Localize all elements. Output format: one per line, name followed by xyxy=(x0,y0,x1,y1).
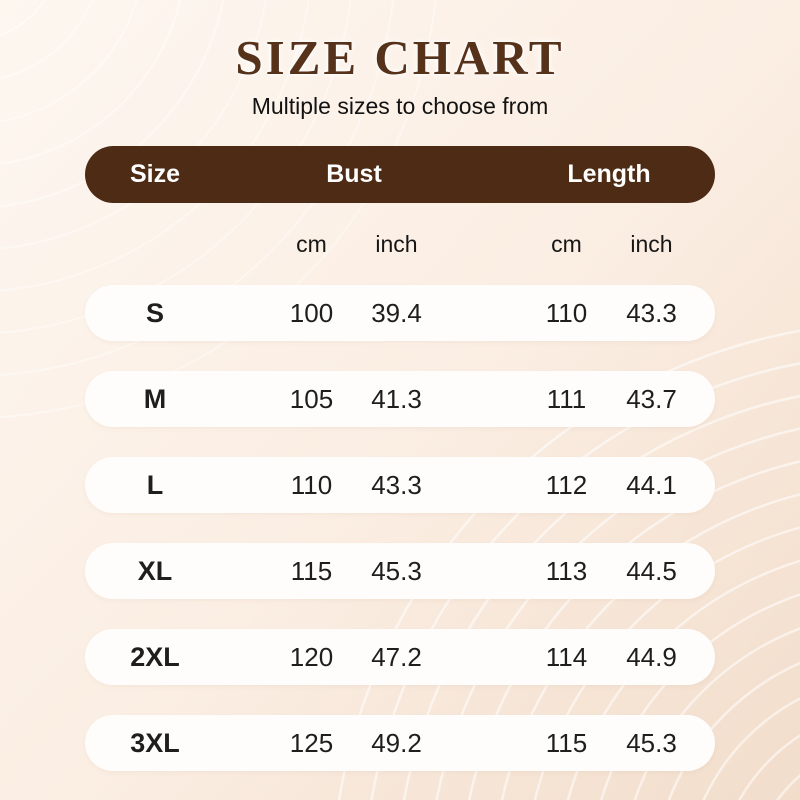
unit-header-row: cm inch cm inch xyxy=(85,203,715,285)
size-cell: L xyxy=(146,469,164,500)
size-cell: M xyxy=(143,383,167,414)
length-inch-cell: 45.3 xyxy=(626,727,677,758)
column-header-length: Length xyxy=(567,160,651,188)
table-row-l: L 110 43.3 112 44.1 xyxy=(85,457,715,513)
size-cell: 2XL xyxy=(130,641,180,672)
bust-cm-cell: 105 xyxy=(289,383,334,414)
bust-inch-cell: 45.3 xyxy=(371,555,422,586)
length-cm-cell: 115 xyxy=(545,727,588,758)
size-chart-page: SIZE CHART Multiple sizes to choose from… xyxy=(85,30,715,771)
bust-inch-cell: 47.2 xyxy=(371,641,422,672)
size-cell: S xyxy=(145,297,164,328)
unit-label-length-cm: cm xyxy=(551,230,582,257)
length-cm-cell: 114 xyxy=(545,641,588,672)
bust-inch-cell: 41.3 xyxy=(371,383,422,414)
table-header-bar: Size Bust Length xyxy=(85,146,715,203)
column-header-bust: Bust xyxy=(326,160,382,188)
bust-inch-cell: 39.4 xyxy=(371,297,422,328)
length-cm-cell: 113 xyxy=(545,555,588,586)
length-inch-cell: 43.3 xyxy=(626,297,677,328)
length-cm-cell: 110 xyxy=(545,297,588,328)
bust-cm-cell: 125 xyxy=(289,727,334,758)
length-cm-cell: 111 xyxy=(546,383,587,414)
column-header-size: Size xyxy=(129,160,181,188)
size-cell: 3XL xyxy=(130,727,180,758)
bust-inch-cell: 43.3 xyxy=(371,469,422,500)
length-inch-cell: 44.5 xyxy=(626,555,677,586)
length-inch-cell: 44.1 xyxy=(626,469,677,500)
page-title: SIZE CHART xyxy=(235,30,565,85)
size-table: Size Bust Length cm inch cm inch S 100 3… xyxy=(85,146,715,771)
bust-cm-cell: 120 xyxy=(289,641,334,672)
table-row-xl: XL 115 45.3 113 44.5 xyxy=(85,543,715,599)
table-row-s: S 100 39.4 110 43.3 xyxy=(85,285,715,341)
length-inch-cell: 44.9 xyxy=(626,641,677,672)
unit-label-bust-inch: inch xyxy=(375,230,418,257)
table-row-3xl: 3XL 125 49.2 115 45.3 xyxy=(85,715,715,771)
bust-cm-cell: 110 xyxy=(290,469,333,500)
unit-label-length-inch: inch xyxy=(630,230,673,257)
bust-inch-cell: 49.2 xyxy=(371,727,422,758)
length-cm-cell: 112 xyxy=(545,469,588,500)
bust-cm-cell: 115 xyxy=(290,555,333,586)
size-cell: XL xyxy=(137,555,173,586)
page-subtitle: Multiple sizes to choose from xyxy=(251,93,549,119)
bust-cm-cell: 100 xyxy=(289,297,334,328)
length-inch-cell: 43.7 xyxy=(626,383,677,414)
unit-label-bust-cm: cm xyxy=(296,230,327,257)
table-row-2xl: 2XL 120 47.2 114 44.9 xyxy=(85,629,715,685)
table-row-m: M 105 41.3 111 43.7 xyxy=(85,371,715,427)
